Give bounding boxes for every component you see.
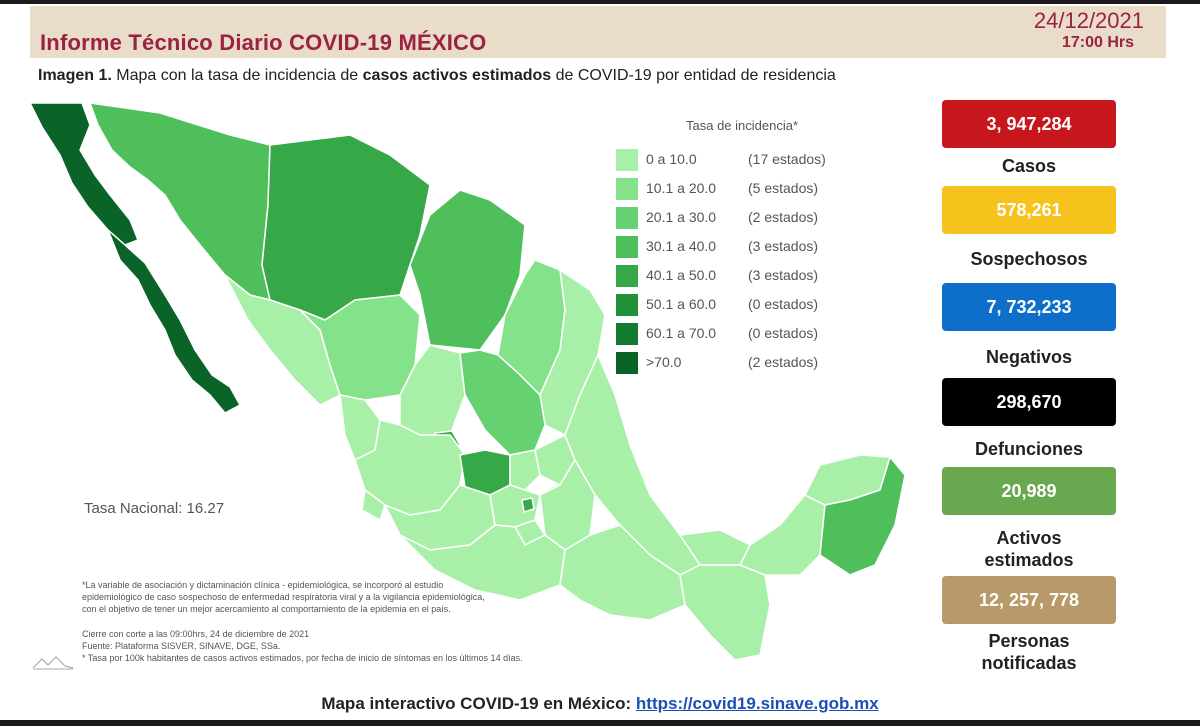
legend-range: 40.1 a 50.0 xyxy=(646,267,717,283)
state-chihuahua xyxy=(261,134,431,321)
footnote-line: * Tasa por 100k habitantes de casos acti… xyxy=(82,653,523,663)
footnote-line: con el objetivo de tener un mejor acerca… xyxy=(82,604,451,614)
legend-count: (0 estados) xyxy=(748,325,819,341)
legend-range: 30.1 a 40.0 xyxy=(646,238,717,254)
stat-sospechosos-label: Sospechosos xyxy=(970,249,1088,269)
state-colima xyxy=(361,489,386,521)
legend-swatch xyxy=(616,323,638,345)
stat-activos-label-line2: estimados xyxy=(984,550,1074,570)
caption-prefix: Imagen 1. xyxy=(38,67,112,84)
legend-item: 20.1 a 30.0 (2 estados) xyxy=(616,206,876,229)
image-caption: Imagen 1. Mapa con la tasa de incidencia… xyxy=(38,67,836,85)
legend-range: 20.1 a 30.0 xyxy=(646,209,717,225)
legend-title: Tasa de incidencia* xyxy=(686,118,799,133)
state-chiapas xyxy=(679,564,771,661)
stat-notificadas-label-line2: notificadas xyxy=(981,653,1077,673)
legend-swatch xyxy=(616,207,638,229)
legend-item: >70.0 (2 estados) xyxy=(616,351,876,374)
footnote-line: *La variable de asociación y dictaminaci… xyxy=(82,580,444,590)
legend-range: 60.1 a 70.0 xyxy=(646,325,717,341)
legend-swatch xyxy=(616,265,638,287)
stat-activos-label-line1: Activos xyxy=(996,528,1062,548)
legend-count: (0 estados) xyxy=(748,296,819,312)
legend-item: 10.1 a 20.0 (5 estados) xyxy=(616,177,876,200)
legend-count: (3 estados) xyxy=(748,238,819,254)
legend-swatch xyxy=(616,149,638,171)
caption-text-after: de COVID-19 por entidad de residencia xyxy=(551,67,836,84)
report-date: 24/12/2021 xyxy=(1033,8,1144,33)
stat-negativos-label: Negativos xyxy=(985,347,1073,367)
legend-count: (5 estados) xyxy=(748,180,819,196)
legend-item: 40.1 a 50.0 (3 estados) xyxy=(616,264,876,287)
state-san-luis-potosi xyxy=(459,349,546,456)
mountain-logo-icon xyxy=(32,656,74,670)
caption-bold: casos activos estimados xyxy=(362,67,552,84)
stat-casos-label: Casos xyxy=(1001,156,1057,176)
national-rate: Tasa Nacional: 16.27 xyxy=(84,500,225,517)
state-coahuila xyxy=(409,189,526,351)
report-title: Informe Técnico Diario COVID-19 MÉXICO xyxy=(40,30,487,55)
legend-swatch xyxy=(616,294,638,316)
legend-item: 50.1 a 60.0 (0 estados) xyxy=(616,293,876,316)
state-guerrero xyxy=(399,524,566,601)
interactive-map-link[interactable]: https://covid19.sinave.gob.mx xyxy=(635,694,879,713)
top-frame-bar xyxy=(0,0,1200,4)
legend-range: 0 a 10.0 xyxy=(646,151,697,167)
footer-text: Mapa interactivo COVID-19 en México: xyxy=(321,694,636,713)
legend-item: 60.1 a 70.0 (0 estados) xyxy=(616,322,876,345)
state-campeche xyxy=(739,494,826,576)
stat-defunciones-box: 298,670 xyxy=(942,378,1116,426)
legend-count: (2 estados) xyxy=(748,209,819,225)
report-time: 17:00 Hrs xyxy=(1061,34,1134,51)
bottom-frame-bar xyxy=(0,720,1200,726)
legend-range: 50.1 a 60.0 xyxy=(646,296,717,312)
legend-swatch xyxy=(616,178,638,200)
legend-item: 0 a 10.0 (17 estados) xyxy=(616,148,876,171)
legend-swatch xyxy=(616,236,638,258)
legend-count: (2 estados) xyxy=(748,354,819,370)
legend-count: (3 estados) xyxy=(748,267,819,283)
legend-item: 30.1 a 40.0 (3 estados) xyxy=(616,235,876,258)
stat-defunciones-label: Defunciones xyxy=(974,439,1084,459)
state-cdmx xyxy=(521,497,535,513)
state-quintana-roo xyxy=(819,456,906,576)
stat-activos-label: Activos estimados xyxy=(942,527,1116,571)
stat-notificadas-label-line1: Personas xyxy=(988,631,1070,651)
stat-activos-box: 20,989 xyxy=(942,467,1116,515)
mexico-incidence-map xyxy=(29,102,906,661)
legend-range: 10.1 a 20.0 xyxy=(646,180,717,196)
interactive-map-footer: Mapa interactivo COVID-19 en México: htt… xyxy=(0,694,1200,714)
state-baja-california-sur xyxy=(107,229,241,414)
stat-notificadas-box: 12, 257, 778 xyxy=(942,576,1116,624)
footnote-line: epidemiológico de caso sospechoso de enf… xyxy=(82,592,485,602)
state-sonora xyxy=(89,102,271,301)
legend-count: (17 estados) xyxy=(748,151,826,167)
stat-negativos-box: 7, 732,233 xyxy=(942,283,1116,331)
stat-casos-box: 3, 947,284 xyxy=(942,100,1116,148)
report-header: Informe Técnico Diario COVID-19 MÉXICO 2… xyxy=(30,6,1166,58)
state-queretaro xyxy=(509,449,541,491)
legend-swatch xyxy=(616,352,638,374)
stat-notificadas-label: Personas notificadas xyxy=(942,630,1116,674)
footnote-line: Cierre con corte a las 09:00hrs, 24 de d… xyxy=(82,629,310,639)
state-baja-california xyxy=(29,102,139,246)
stat-sospechosos-box: 578,261 xyxy=(942,186,1116,234)
caption-text-before: Mapa con la tasa de incidencia de xyxy=(111,67,363,84)
legend-range: >70.0 xyxy=(646,354,682,370)
footnote-line: Fuente: Plataforma SISVER, SINAVE, DGE, … xyxy=(82,641,281,651)
